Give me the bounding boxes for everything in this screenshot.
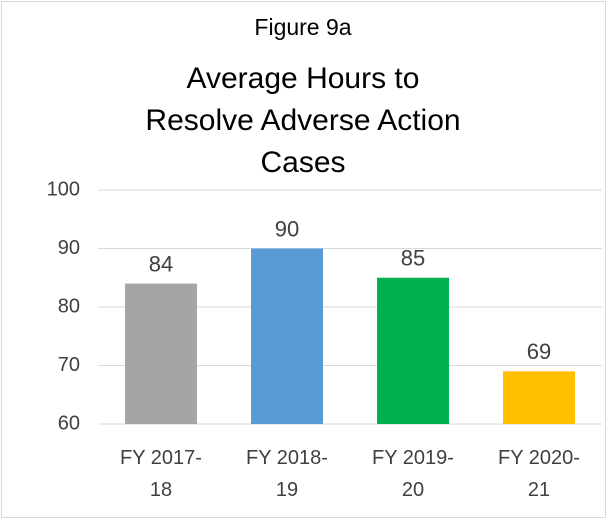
bar [251,248,323,424]
y-tick-label: 70 [58,354,80,376]
chart-subtitle: Average Hours to Resolve Adverse Action … [145,62,461,179]
value-label: 84 [149,251,173,276]
x-tick-label: FY 2020-21 [498,447,580,501]
y-tick-label: 90 [58,237,80,259]
y-tick-label: 100 [47,178,80,200]
x-tick-label: FY 2019-20 [372,447,454,501]
value-label: 69 [527,339,551,364]
bar [377,277,449,424]
x-tick-label: FY 2018-19 [246,447,328,501]
value-label: 85 [401,246,425,271]
y-tick-label: 60 [58,412,80,434]
chart-title: Figure 9a [254,14,352,40]
value-label: 90 [275,216,299,241]
bar [503,371,575,424]
x-tick-label: FY 2017-18 [120,447,202,501]
bar [125,283,197,424]
y-tick-label: 80 [58,295,80,317]
